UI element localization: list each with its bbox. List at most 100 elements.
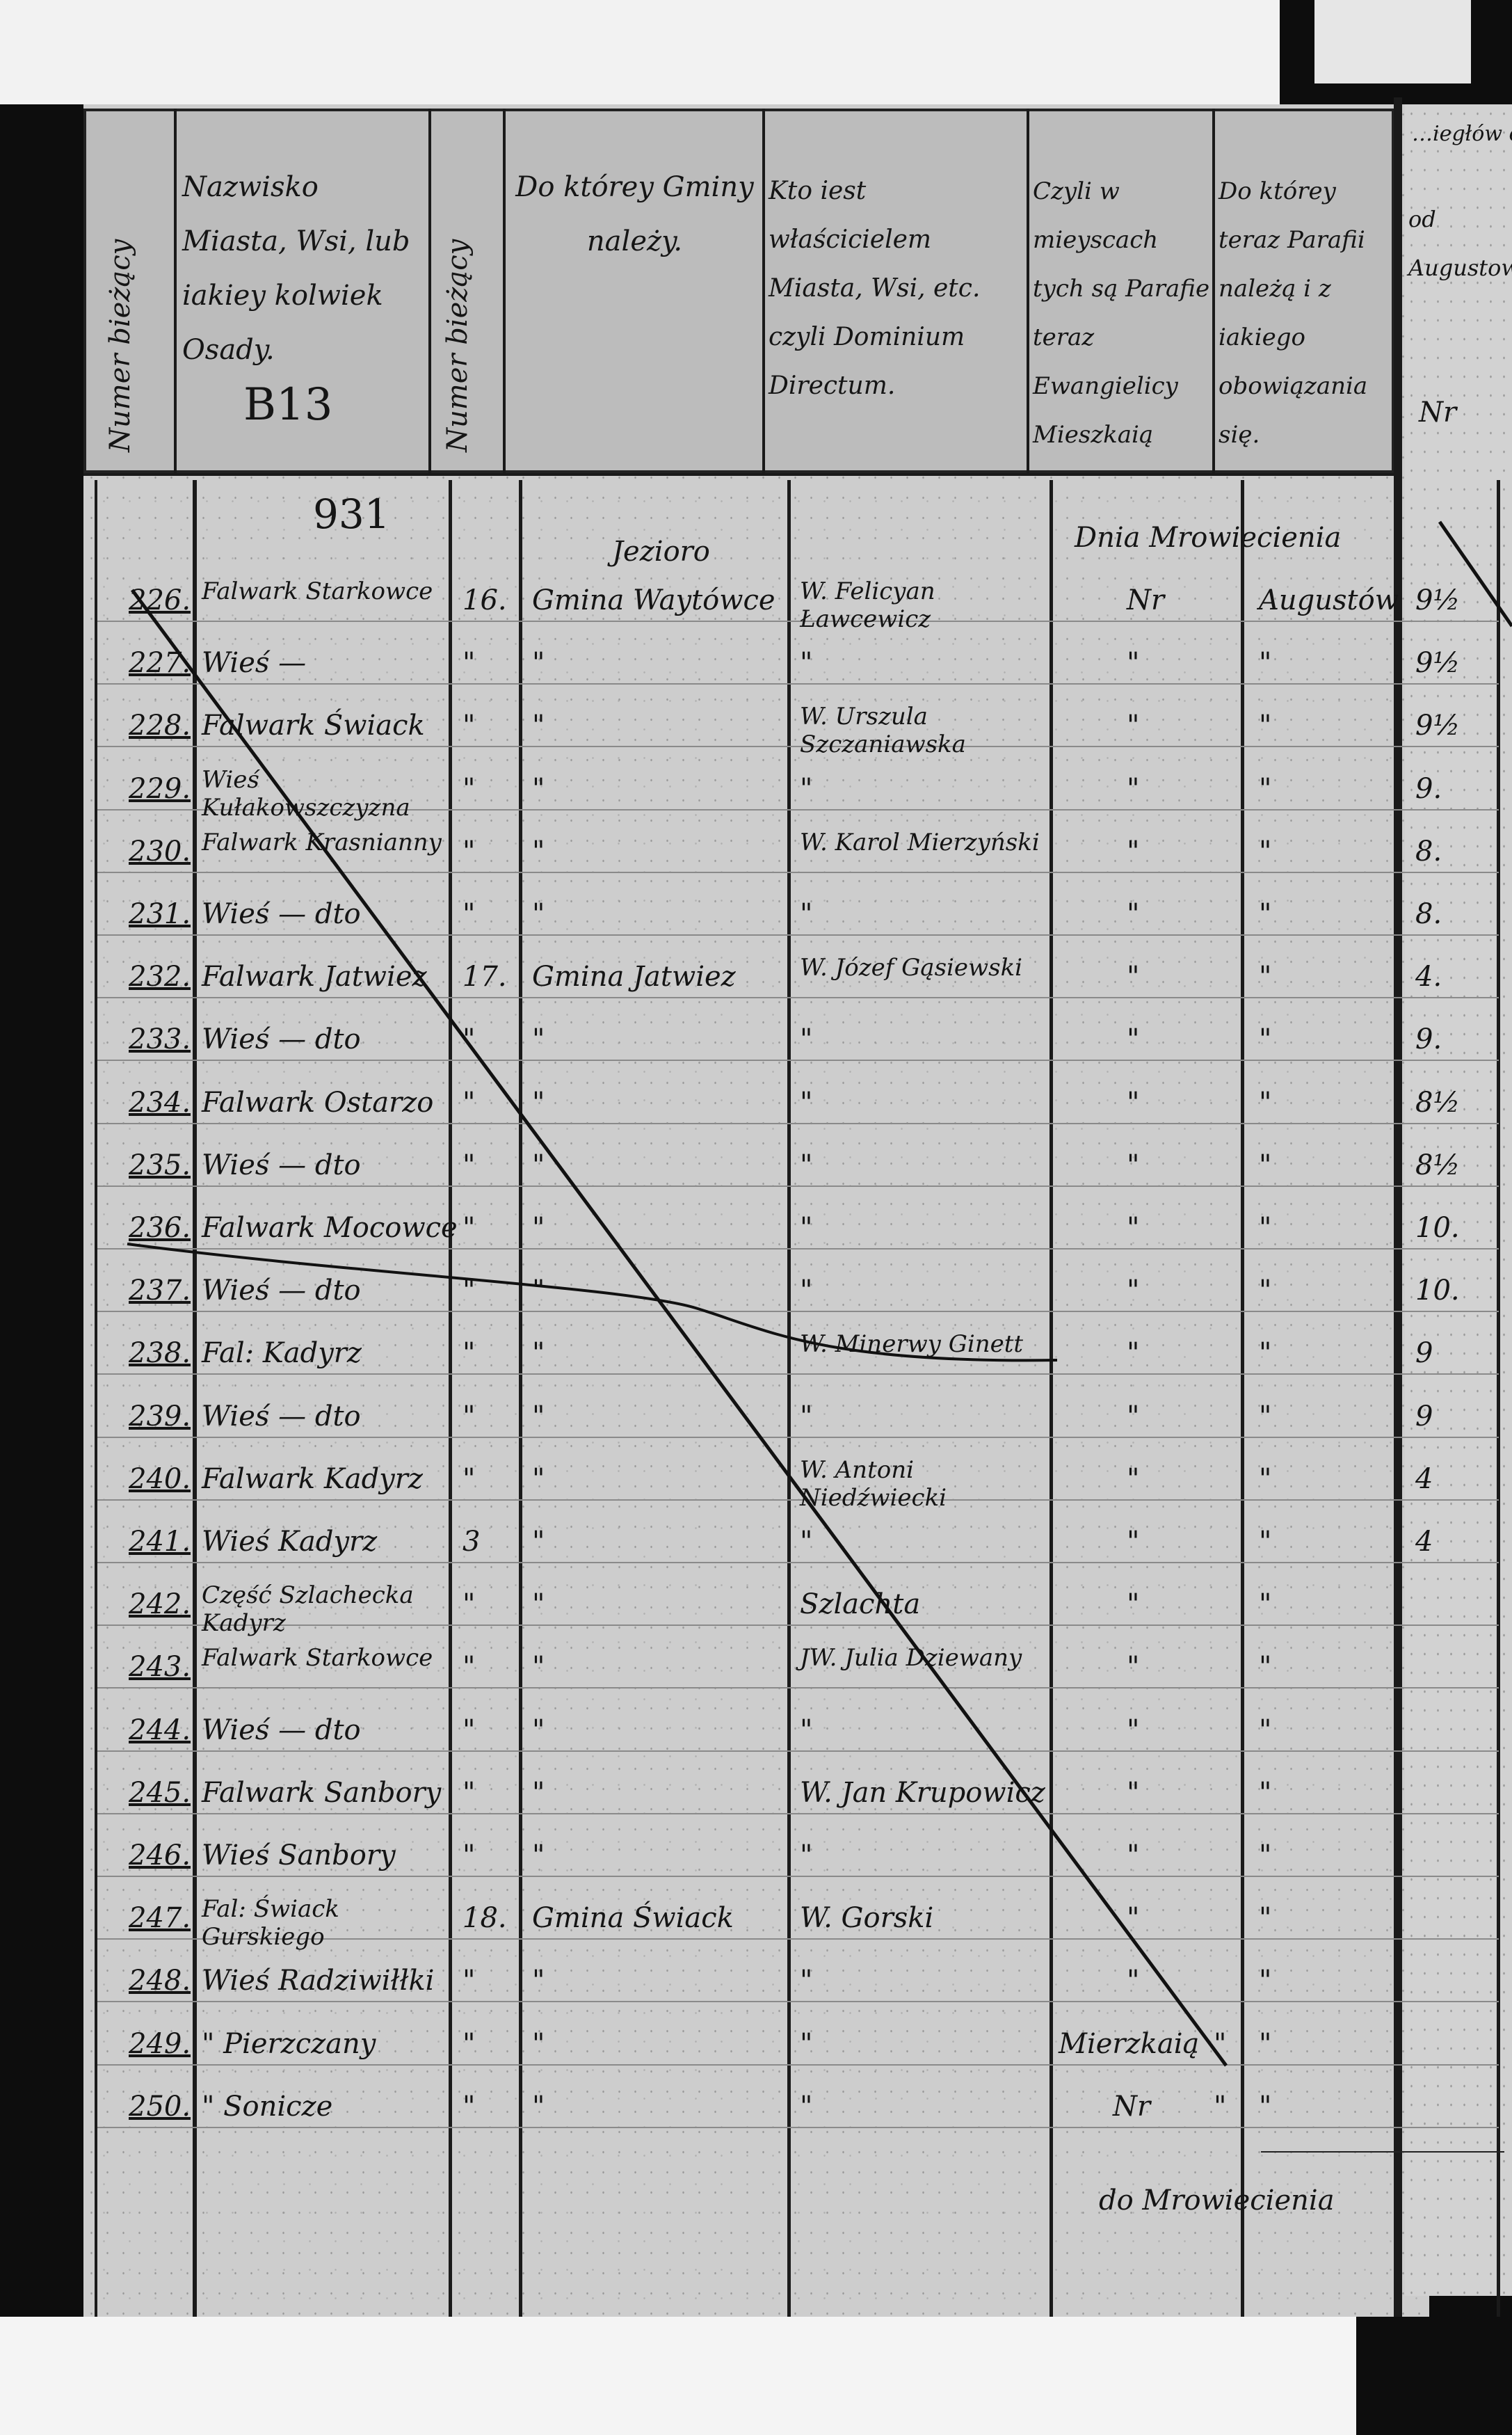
distance-value: 9. [1415,1023,1442,1056]
place-name: Falwark Sanbory [202,1776,442,1809]
row-number: 231. [129,898,191,930]
row-rule [97,1436,1499,1438]
district-number: " [463,1086,476,1119]
gmina-name: Gmina Świack [532,1902,734,1935]
row-number: 248. [129,1965,191,1997]
row-number: 239. [129,1400,191,1432]
row-number: 249. [129,2027,191,2060]
parish-name: " [1259,1588,1272,1621]
owner-name: " [800,2027,813,2060]
place-name: Falwark Ostarzo [202,1086,434,1119]
evangelical-cell: " [1127,1965,1140,1997]
distance-value: 10. [1415,1212,1460,1244]
district-number: 16. [463,584,507,616]
parish-name: " [1259,647,1272,680]
place-name: Wieś Radziwiłłki [202,1965,435,1997]
district-number: " [463,835,476,868]
owner-name: " [800,1400,813,1432]
scan-margin-top [0,0,1280,104]
evangelical-cell: " [1127,961,1140,993]
place-name: Falwark Krasnianny [202,828,442,856]
gmina-name: " [532,647,545,680]
parish-name: " [1259,1902,1272,1935]
district-number: " [463,1400,476,1432]
district-number: " [463,1275,476,1307]
district-number: " [463,1965,476,1997]
evangelical-cell: " [1127,1149,1140,1181]
district-number: " [463,710,476,742]
owner-name: " [800,772,813,805]
owner-name: Szlachta [800,1588,921,1621]
owner-name: " [800,1275,813,1307]
place-name: Wieś — dto [202,1149,361,1181]
gmina-name: " [532,1337,545,1370]
evangelical-cell: " [1127,647,1140,680]
evangelical-cell: " [1127,1776,1140,1809]
row-rule [97,1876,1499,1877]
gmina-name: " [532,1275,545,1307]
district-number: " [463,772,476,805]
row-number: 232. [129,961,191,993]
row-rule [97,2126,1499,2128]
place-name: " Pierzczany [202,2027,376,2060]
row-number: 244. [129,1714,191,1746]
evangelical-cell: " [1127,1526,1140,1558]
bottom-mierzkaia: Mierzkaią [1059,2028,1200,2060]
scan-margin-bottom [0,2317,1356,2435]
district-number: " [463,1714,476,1746]
evangelical-cell: " [1127,1588,1140,1621]
owner-name: " [800,1714,813,1746]
row-number: 242. [129,1588,191,1621]
gmina-name: " [532,2027,545,2060]
parish-name: " [1259,1086,1272,1119]
distance-value: 9½ [1415,584,1461,616]
distance-value: 4 [1415,1526,1433,1558]
evangelical-cell: Nr [1127,584,1165,616]
row-rule [97,808,1499,811]
place-name: Wieś Kułakowszczyzna [202,765,410,822]
header-evangelical: Czyli w mieyscach tych są Parafie teraz … [1033,177,1210,449]
district-number: " [463,1839,476,1871]
owner-name: " [800,1839,813,1871]
gmina-name: " [532,1400,545,1432]
table-header [83,109,1394,473]
header-bottom-rule [83,473,1398,476]
owner-name: " [800,898,813,930]
parish-name: " [1259,2027,1272,2060]
gmina-name: " [532,835,545,868]
scan-margin-top-right [1314,0,1471,83]
place-name: Wieś Kadyrz [202,1526,378,1558]
parish-name: " [1259,710,1272,742]
evangelical-cell: " [1127,1212,1140,1244]
header-divider [762,109,765,473]
row-rule [97,1562,1499,1563]
row-number: 228. [129,710,191,742]
district-number: 3 [463,1526,481,1558]
place-name: Wieś — dto [202,1275,361,1307]
owner-name: W. Józef Gąsiewski [800,954,1023,982]
evangelical-cell: " [1127,898,1140,930]
distance-value: 8½ [1415,1086,1461,1119]
place-name: Wieś — [202,647,307,680]
parish-name: " [1259,898,1272,930]
evangelical-cell: " [1127,1839,1140,1871]
row-rule [97,1812,1499,1814]
place-name: Wieś — dto [202,898,361,930]
header-place: Nazwisko Miasta, Wsi, lub iakiey kolwiek… [182,171,410,366]
gmina-name: " [532,710,545,742]
lake-note: Jezioro [612,536,710,568]
row-rule [97,934,1499,936]
parish-name: " [1259,2090,1272,2123]
right-page-header-top: …iegłów ob… [1412,122,1512,146]
place-name: Fal: Świack Gurskiego [202,1895,339,1951]
gmina-name: " [532,1776,545,1809]
row-number: 243. [129,1651,191,1684]
dnia-note: Dnia Mrowiecienia [1075,522,1342,554]
row-number: 240. [129,1462,191,1495]
district-number: " [463,647,476,680]
header-stamp: B13 [243,379,333,431]
district-number: 18. [463,1902,507,1935]
parish-name: " [1259,1149,1272,1181]
distance-value: 9 [1415,1337,1433,1370]
evangelical-cell: " [1127,1462,1140,1495]
